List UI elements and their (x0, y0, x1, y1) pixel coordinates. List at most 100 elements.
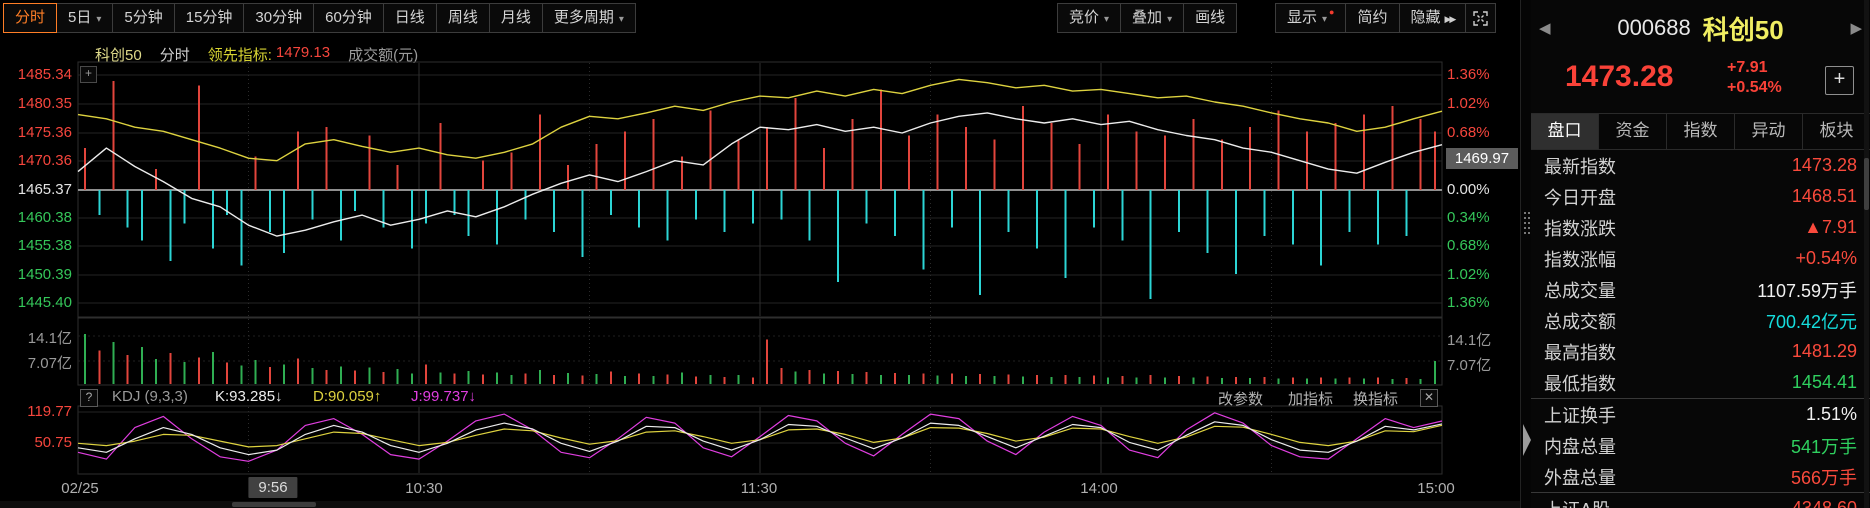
chart-section: 分时 5日 ▾ 5分钟 15分钟 30分钟 60分钟 日线 周线 月线 更多周期 ▾ 竞价 ▾ 叠加 ▾ 画线… (0, 0, 1531, 508)
tool-button-left-1[interactable]: 叠加 ▾ (1120, 3, 1185, 33)
percent-axis-label: 0.68% (1447, 237, 1490, 254)
symbol-header: ◀ 000688 科创50 ▶ (1531, 10, 1870, 46)
period-tab-label: 5分钟 (124, 9, 163, 26)
quote-row-3: 指数涨幅 +0.54% (1531, 243, 1870, 274)
period-tab-8[interactable]: 月线 (488, 3, 543, 33)
quote-row-label: 最新指数 (1544, 156, 1616, 177)
period-tabs: 分时 5日 ▾ 5分钟 15分钟 30分钟 60分钟 日线 周线 月线 更多周期 ▾ (3, 3, 636, 33)
period-tab-label: 5日 (68, 9, 92, 26)
horizontal-scrollbar (0, 501, 1531, 508)
tool-button-label: 叠加 (1132, 9, 1163, 26)
period-tab-2[interactable]: 5分钟 (112, 3, 175, 33)
quote-row-label: 指数涨幅 (1544, 249, 1616, 270)
price-axis-label: 1465.37 (17, 181, 72, 198)
period-tab-5[interactable]: 60分钟 (313, 3, 384, 33)
period-tab-label: 30分钟 (255, 9, 303, 26)
panel-scrollbar-thumb[interactable] (1864, 158, 1869, 210)
tool-button-right-1[interactable]: 简约 (1345, 3, 1400, 33)
quote-row-value: ▲7.91 (1804, 217, 1857, 237)
panel-tab-3[interactable]: 异动 (1735, 114, 1803, 149)
quote-row-9: 内盘总量 541万手 (1531, 430, 1870, 461)
quote-row-label: 总成交量 (1544, 280, 1616, 301)
period-tab-label: 15分钟 (185, 9, 233, 26)
quote-row-label: 最高指数 (1544, 342, 1616, 363)
period-tab-7[interactable]: 周线 (435, 3, 490, 33)
quote-row-label: 今日开盘 (1544, 187, 1616, 208)
volume-axis-label: 14.1亿 (27, 330, 72, 347)
prev-symbol-icon[interactable]: ◀ (1539, 20, 1551, 37)
chevrons-right-icon: ▶▶ (1444, 14, 1457, 24)
period-tab-label: 月线 (500, 9, 531, 26)
percent-axis-label: 1.36% (1447, 66, 1490, 83)
time-axis-label: 15:00 (1417, 480, 1455, 497)
chart-canvas[interactable] (0, 0, 1531, 508)
quote-row-label: 外盘总量 (1544, 467, 1616, 488)
period-tab-label: 更多周期 (553, 9, 614, 26)
time-axis-label: 10:30 (405, 480, 443, 497)
quote-row-value: 566万手 (1790, 467, 1857, 488)
period-tab-6[interactable]: 日线 (382, 3, 437, 33)
legend-period: 分时 (159, 47, 190, 64)
symbol-code: 000688 (1617, 15, 1691, 40)
period-tab-label: 日线 (394, 9, 425, 26)
tool-button-right-0[interactable]: 显示 ▾● (1275, 3, 1347, 33)
period-tab-4[interactable]: 30分钟 (243, 3, 315, 33)
quote-row-label: 上证A股 (1544, 496, 1610, 508)
price-axis-label: 1470.36 (17, 152, 72, 169)
expand-icon (1473, 10, 1489, 26)
kdj-axis-label: 50.75 (34, 434, 72, 451)
panel-splitter (1520, 0, 1532, 508)
kdj-legend-row: ? KDJ (9,3,3) K:93.285↓ D:90.059↑ J:99.7… (0, 388, 1445, 408)
indicator-help-icon[interactable]: ? (80, 388, 98, 407)
next-symbol-icon[interactable]: ▶ (1850, 20, 1862, 37)
splitter-drag-handle[interactable] (1524, 212, 1526, 214)
quote-row-value: 1473.28 (1791, 155, 1857, 175)
horizontal-scrollbar-thumb[interactable] (232, 502, 316, 507)
tool-button-label: 隐藏 (1410, 9, 1441, 26)
quote-row-5: 总成交额 700.42亿元 (1531, 305, 1870, 336)
price-axis-label: 1480.35 (17, 95, 72, 112)
add-to-watchlist-button[interactable]: + (1825, 66, 1854, 95)
modify-params-button[interactable]: 改参数 (1218, 391, 1264, 408)
quote-row-label: 指数涨跌 (1544, 218, 1616, 239)
time-axis-label: 11:30 (740, 480, 778, 497)
symbol-name: 科创50 (1702, 14, 1784, 45)
legend-index-name: 科创50 (95, 47, 142, 64)
zoom-in-icon[interactable]: + (80, 66, 97, 83)
tool-buttons-left: 竞价 ▾ 叠加 ▾ 画线 (1057, 3, 1238, 33)
quote-row-10: 外盘总量 566万手 (1531, 461, 1870, 492)
panel-tab-0[interactable]: 盘口 (1531, 114, 1599, 149)
period-tab-0[interactable]: 分时 (3, 3, 58, 33)
fullscreen-button[interactable] (1465, 3, 1497, 33)
panel-tab-1[interactable]: 资金 (1599, 114, 1667, 149)
volume-axis-label: 14.1亿 (1447, 332, 1492, 349)
tool-button-right-2[interactable]: 隐藏 ▶▶ (1398, 3, 1467, 33)
period-tab-9[interactable]: 更多周期 ▾ (541, 3, 636, 33)
quote-row-value: 1481.29 (1791, 341, 1857, 361)
quote-row-8: 上证换手 1.51% (1531, 398, 1870, 430)
tool-buttons-right: 显示 ▾● 简约 隐藏 ▶▶ (1275, 3, 1497, 33)
quote-row-label: 总成交额 (1544, 311, 1616, 332)
time-axis-label: 02/25 (61, 480, 99, 497)
quote-row-value: 700.42亿元 (1765, 311, 1857, 332)
switch-indicator-button[interactable]: 换指标 (1353, 391, 1399, 408)
tool-button-left-2[interactable]: 画线 (1183, 3, 1238, 33)
price-axis-label: 1460.38 (17, 209, 72, 226)
panel-tab-2[interactable]: 指数 (1667, 114, 1735, 149)
add-indicator-button[interactable]: 加指标 (1288, 391, 1334, 408)
quote-row-value: 1.51% (1805, 404, 1857, 424)
price-axis-label: 1445.40 (17, 294, 72, 311)
legend-lead-label: 领先指标: (207, 47, 272, 64)
price-axis-label: 1475.36 (17, 124, 72, 141)
percent-axis-label: 1.02% (1447, 266, 1490, 283)
close-indicator-icon[interactable]: ✕ (1420, 388, 1438, 407)
caret-down-icon: ▾ (618, 14, 624, 25)
splitter-collapse-icon[interactable] (1523, 424, 1531, 456)
quote-row-value: 541万手 (1790, 436, 1857, 457)
caret-down-icon: ▾ (96, 14, 102, 25)
panel-tab-4[interactable]: 板块 (1819, 121, 1854, 140)
tool-button-label: 竞价 (1069, 9, 1100, 26)
quote-row-value: 1454.41 (1791, 372, 1857, 392)
chart-legend: 科创50 分时 领先指标: 1479.13 成交额(元) (95, 44, 418, 65)
